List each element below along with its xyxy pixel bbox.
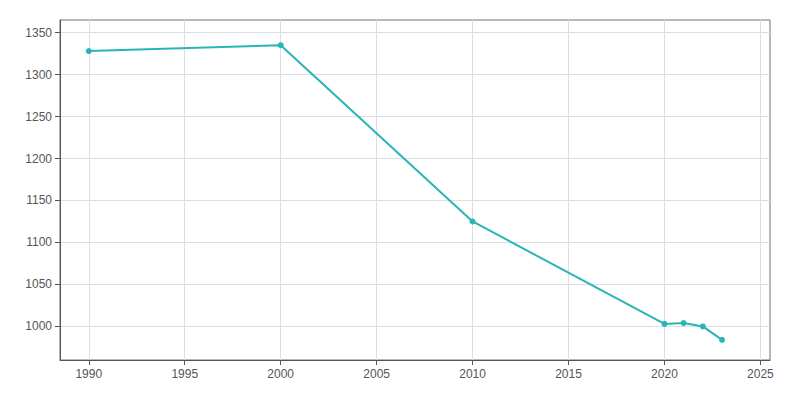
svg-text:2005: 2005 bbox=[363, 367, 390, 381]
svg-text:2010: 2010 bbox=[459, 367, 486, 381]
svg-text:1995: 1995 bbox=[171, 367, 198, 381]
svg-text:1250: 1250 bbox=[25, 110, 52, 124]
svg-text:1300: 1300 bbox=[25, 68, 52, 82]
svg-text:2020: 2020 bbox=[651, 367, 678, 381]
svg-text:1000: 1000 bbox=[25, 319, 52, 333]
svg-text:1200: 1200 bbox=[25, 152, 52, 166]
svg-text:2000: 2000 bbox=[267, 367, 294, 381]
svg-text:1100: 1100 bbox=[26, 235, 52, 249]
svg-text:2025: 2025 bbox=[747, 367, 774, 381]
svg-text:1350: 1350 bbox=[25, 26, 52, 40]
svg-text:1150: 1150 bbox=[26, 193, 52, 207]
svg-text:2015: 2015 bbox=[555, 367, 582, 381]
svg-text:1050: 1050 bbox=[25, 277, 52, 291]
svg-text:1990: 1990 bbox=[75, 367, 102, 381]
